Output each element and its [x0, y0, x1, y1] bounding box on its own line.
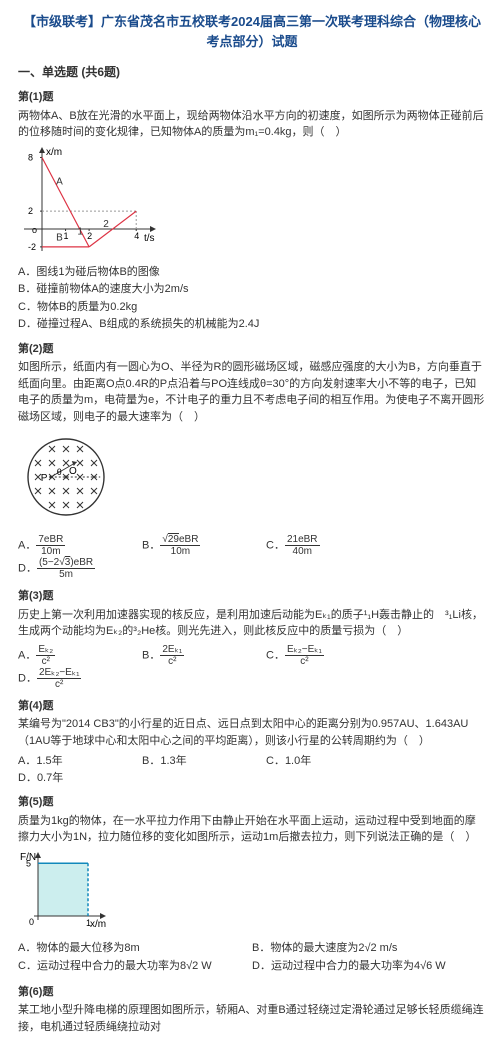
exam-title: 【市级联考】广东省茂名市五校联考2024届高三第一次联考理科综合（物理核心考点部… [18, 12, 486, 51]
q5-opt-c: C．运动过程中合力的最大功率为8√2 W [18, 957, 252, 976]
svg-text:0: 0 [29, 917, 34, 927]
q3-opt-a: A．Eₖ₂c² [18, 644, 118, 667]
q1-mass: m₁=0.4kg [245, 126, 291, 138]
q2-head: 第(2)题 [18, 341, 486, 358]
svg-text:O: O [69, 466, 77, 477]
q4-opt-d: D．0.7年 [18, 770, 118, 787]
q2-opt-b: B．√29eBR10m [142, 534, 242, 557]
q1-body: 两物体A、B放在光滑的水平面上，现给两物体沿水平方向的初速度，如图所示为两物体正… [18, 108, 486, 141]
q5-opt-b: B．物体的最大速度为2√2 m/s [252, 939, 486, 958]
q3-opt-c: C．Eₖ₂−Eₖ₁c² [266, 644, 366, 667]
q2-opt-d: D．(5−2√3)eBR5m [18, 557, 118, 580]
q4-body: 某编号为"2014 CB3"的小行星的近日点、远日点到太阳中心的距离分别为0.9… [18, 716, 486, 749]
q3-opt-d: D．2Eₖ₂−Eₖ₁c² [18, 667, 118, 690]
svg-text:1: 1 [64, 231, 69, 241]
q1-tail: ，则（ ） [292, 126, 347, 138]
svg-text:4: 4 [134, 231, 139, 241]
svg-text:x/m: x/m [90, 919, 106, 930]
q5-head: 第(5)题 [18, 794, 486, 811]
q5-opt-d: D．运动过程中合力的最大功率为4√6 W [252, 957, 486, 976]
svg-text:t/s: t/s [144, 233, 155, 244]
q3-body: 历史上第一次利用加速器实现的核反应，是利用加速后动能为Eₖ₁的质子¹₁H轰击静止… [18, 607, 486, 640]
q1-opt-b: B．碰撞前物体A的速度大小为2m/s [18, 281, 486, 298]
svg-text:2: 2 [28, 206, 33, 216]
svg-text:x/m: x/m [46, 147, 62, 158]
q4-opt-a: A．1.5年 [18, 753, 118, 770]
q2-options: A．7eBR10m B．√29eBR10m C．21eBR40m D．(5−2√… [18, 534, 486, 580]
svg-text:1: 1 [77, 226, 83, 237]
q3-options: A．Eₖ₂c² B．2Eₖ₁c² C．Eₖ₂−Eₖ₁c² D．2Eₖ₂−Eₖ₁c… [18, 644, 486, 690]
q4-opt-b: B．1.3年 [142, 753, 242, 770]
svg-text:B: B [56, 232, 63, 243]
q4-opt-c: C．1.0年 [266, 753, 366, 770]
q6-body: 某工地小型升降电梯的原理图如图所示，轿厢A、对重B通过轻绕过定滑轮通过足够长轻质… [18, 1002, 486, 1035]
q4-head: 第(4)题 [18, 698, 486, 715]
q1-options: A．图线1为碰后物体B的图像 B．碰撞前物体A的速度大小为2m/s C．物体B的… [18, 264, 486, 333]
q1-head: 第(1)题 [18, 89, 486, 106]
svg-text:o: o [32, 225, 37, 235]
svg-text:P: P [41, 473, 48, 484]
svg-text:A: A [56, 176, 63, 187]
q5-opt-a: A．物体的最大位移为8m [18, 939, 252, 958]
q1-opt-d: D．碰撞过程A、B组成的系统损失的机械能为2.4J [18, 316, 486, 333]
q4-options: A．1.5年 B．1.3年 C．1.0年 D．0.7年 [18, 753, 486, 786]
q1-figure: x/mt/s82-2124A12Bo [18, 145, 486, 260]
svg-text:1: 1 [86, 918, 91, 928]
q2-body: 如图所示，纸面内有一圆心为O、半径为R的圆形磁场区域，磁感应强度的大小为B，方向… [18, 359, 486, 425]
section-heading: 一、单选题 (共6题) [18, 63, 486, 81]
q2-figure: P Oθ [18, 429, 486, 530]
q1-opt-a: A．图线1为碰后物体B的图像 [18, 264, 486, 281]
svg-text:-2: -2 [28, 241, 36, 251]
q6-head: 第(6)题 [18, 984, 486, 1001]
svg-text:2: 2 [87, 231, 92, 241]
q1-opt-c: C．物体B的质量为0.2kg [18, 299, 486, 316]
svg-text:2: 2 [103, 219, 109, 230]
q2-opt-c: C．21eBR40m [266, 534, 366, 557]
q3-opt-b: B．2Eₖ₁c² [142, 644, 242, 667]
svg-text:8: 8 [28, 152, 33, 162]
q5-body: 质量为1kg的物体，在一水平拉力作用下由静止开始在水平面上运动，运动过程中受到地… [18, 813, 486, 846]
q5-figure: F/Nx/m510 [18, 850, 486, 935]
svg-text:θ: θ [57, 467, 62, 477]
q3-head: 第(3)题 [18, 588, 486, 605]
svg-text:5: 5 [26, 858, 31, 868]
q5-options: A．物体的最大位移为8m B．物体的最大速度为2√2 m/s C．运动过程中合力… [18, 939, 486, 976]
q2-opt-a: A．7eBR10m [18, 534, 118, 557]
